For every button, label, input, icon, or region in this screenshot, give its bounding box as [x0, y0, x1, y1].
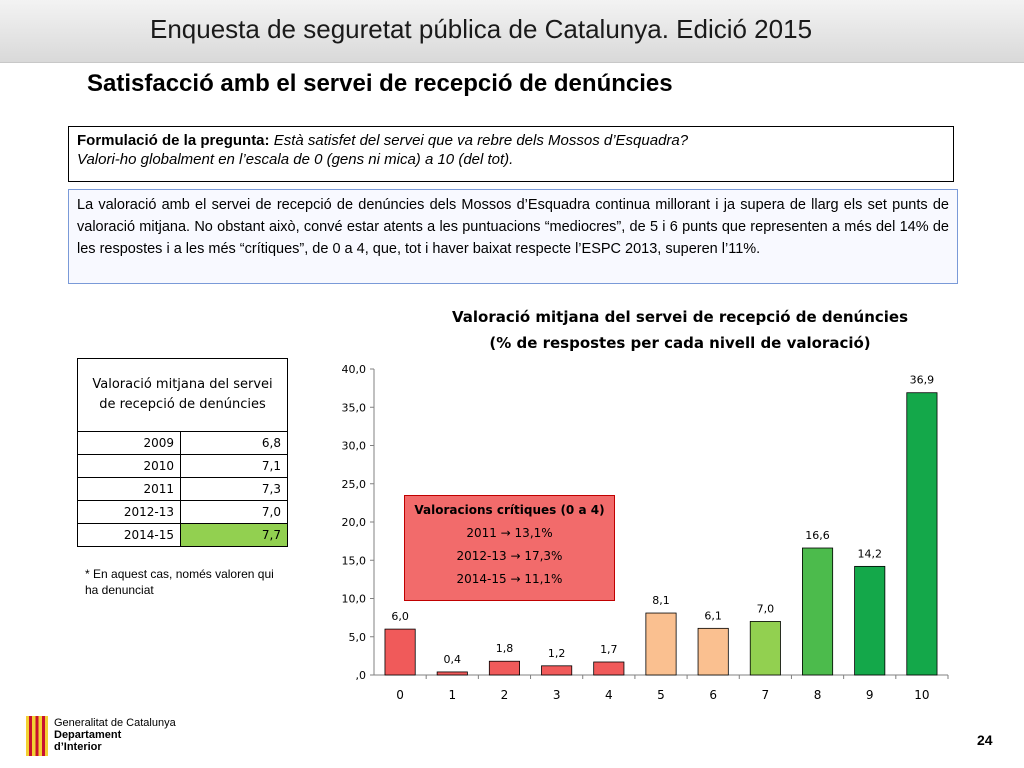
data-label: 16,6: [805, 529, 830, 542]
logo-line-bold: d’Interior: [54, 741, 102, 753]
generalitat-logo-icon: [26, 716, 48, 756]
critical-ratings-line: 2012-13 → 17,3%: [456, 549, 563, 563]
x-tick-label: 7: [762, 688, 770, 702]
bar: [593, 661, 625, 676]
average-rating-table: Valoració mitjana del servei de recepció…: [77, 358, 288, 547]
x-tick-label: 10: [914, 688, 929, 702]
x-tick-label: 2: [501, 688, 509, 702]
y-tick-label: 25,0: [342, 478, 367, 491]
critical-ratings-line: 2011 → 13,1%: [466, 526, 553, 540]
critical-ratings-line: 2014-15 → 11,1%: [456, 572, 563, 586]
bar: [906, 392, 938, 676]
footnote: * En aquest cas, només valoren qui ha de…: [85, 567, 274, 597]
y-tick-label: 15,0: [342, 554, 367, 567]
y-tick-label: 40,0: [342, 363, 367, 376]
table-row: 2010 7,1: [77, 454, 288, 478]
slide-title: Satisfacció amb el servei de recepció de…: [87, 70, 673, 97]
data-label: 7,0: [757, 602, 775, 615]
logo-line: Generalitat de Catalunya: [54, 717, 176, 729]
data-label: 1,7: [600, 643, 618, 656]
data-label: 1,2: [548, 647, 566, 660]
bar: [645, 612, 677, 676]
page-header-title: Enquesta de seguretat pública de Catalun…: [150, 14, 813, 44]
x-tick-label: 9: [866, 688, 874, 702]
page-number: 24: [977, 732, 993, 748]
bar: [436, 671, 468, 676]
bar: [697, 627, 729, 676]
y-tick-label: 30,0: [342, 440, 367, 453]
bar: [488, 660, 520, 676]
y-tick-label: 5,0: [349, 631, 367, 644]
bar: [384, 628, 416, 676]
question-label: Formulació de la pregunta:: [77, 132, 270, 149]
bar: [802, 547, 834, 676]
question-box: Formulació de la pregunta: Està satisfet…: [68, 126, 954, 182]
summary-box: La valoració amb el servei de recepció d…: [68, 189, 958, 284]
bar: [854, 565, 886, 676]
question-text-2: Valori-ho globalment en l’escala de 0 (g…: [77, 151, 514, 168]
x-tick-label: 1: [448, 688, 456, 702]
chart-subtitle-line: (% de respostes per cada nivell de valor…: [489, 334, 871, 352]
data-label: 14,2: [857, 547, 882, 560]
data-label: 0,4: [444, 653, 462, 666]
chart-title: Valoració mitjana del servei de recepció…: [380, 304, 980, 356]
table-row: 2011 7,3: [77, 477, 288, 501]
y-tick-label: 20,0: [342, 516, 367, 529]
x-tick-label: 5: [657, 688, 665, 702]
table-row: 2009 6,8: [77, 431, 288, 455]
chart-title-line: Valoració mitjana del servei de recepció…: [451, 308, 909, 326]
y-tick-label: ,0: [356, 669, 367, 682]
table-row-highlighted: 2014-15 7,7: [77, 523, 288, 547]
data-label: 1,8: [496, 642, 514, 655]
critical-ratings-title: Valoracions crítiques (0 a 4): [414, 503, 605, 517]
x-tick-label: 8: [814, 688, 822, 702]
y-tick-label: 35,0: [342, 401, 367, 414]
logo-line-bold: Departament: [54, 729, 122, 741]
header-bar: Enquesta de seguretat pública de Catalun…: [0, 0, 1024, 63]
data-label: 6,0: [391, 610, 409, 623]
bar: [541, 665, 573, 676]
data-label: 8,1: [652, 594, 670, 607]
x-tick-label: 3: [553, 688, 561, 702]
x-tick-label: 4: [605, 688, 613, 702]
critical-ratings-box: Valoracions crítiques (0 a 4) 2011 → 13,…: [404, 495, 615, 601]
y-tick-label: 10,0: [342, 593, 367, 606]
logo-text: Generalitat de Catalunya Departament d’I…: [54, 717, 176, 753]
x-tick-label: 6: [709, 688, 717, 702]
bar: [749, 621, 781, 676]
data-label: 36,9: [910, 374, 935, 387]
x-tick-label: 0: [396, 688, 404, 702]
data-label: 6,1: [704, 609, 722, 622]
question-text-1: Està satisfet del servei que va rebre de…: [273, 132, 689, 149]
